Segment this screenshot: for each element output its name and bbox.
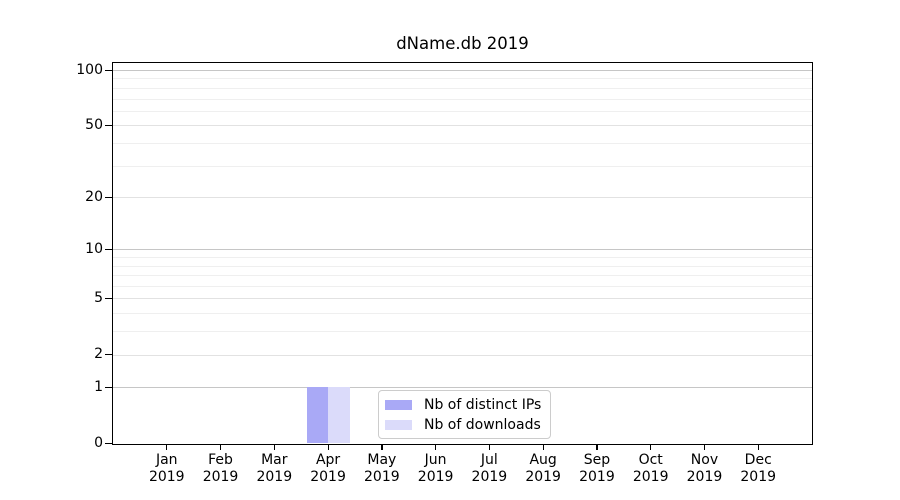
y-gridline-major — [113, 354, 812, 356]
y-tick-label: 0 — [94, 435, 103, 451]
x-tick-label: Aug 2019 — [525, 451, 561, 485]
legend-item-downloads: Nb of downloads — [385, 416, 541, 433]
x-tick-mark — [650, 444, 652, 450]
y-tick-label: 20 — [85, 188, 103, 205]
x-tick-label: Oct 2019 — [632, 451, 669, 485]
y-gridline-minor — [113, 142, 812, 144]
x-tick-mark — [757, 444, 759, 450]
y-tick-mark — [105, 297, 112, 300]
x-tick-mark — [273, 444, 275, 450]
x-tick-label: Apr 2019 — [310, 451, 346, 485]
x-tick-mark — [381, 444, 383, 450]
x-tick-mark — [703, 444, 706, 450]
y-tick-label: 10 — [85, 240, 103, 257]
legend-label-distinct-ips: Nb of distinct IPs — [424, 396, 542, 413]
y-gridline-major — [113, 387, 812, 389]
y-gridline-minor — [113, 275, 812, 277]
y-tick-label: 2 — [94, 346, 103, 363]
x-tick-label: Jan 2019 — [148, 451, 185, 485]
y-tick-label: 100 — [76, 61, 103, 78]
x-tick-label: Feb 2019 — [202, 451, 239, 485]
y-tick-label: 5 — [94, 289, 103, 306]
y-tick-mark — [105, 196, 112, 198]
y-gridline-minor — [113, 313, 812, 315]
y-gridline-minor — [113, 165, 812, 167]
x-tick-label: Sep 2019 — [579, 451, 615, 485]
plot-area — [112, 62, 813, 445]
y-tick-mark — [105, 124, 112, 126]
y-gridline-minor — [113, 257, 812, 259]
y-tick-mark — [105, 354, 112, 356]
y-tick-mark — [105, 69, 112, 71]
legend-swatch-downloads — [385, 419, 412, 430]
x-tick-mark — [488, 444, 491, 450]
y-gridline-major — [113, 249, 812, 251]
y-gridline-minor — [113, 87, 812, 89]
y-gridline-major — [113, 298, 812, 300]
y-gridline-minor — [113, 331, 812, 333]
y-gridline-major — [113, 197, 812, 199]
x-tick-label: Jul 2019 — [471, 451, 508, 485]
legend: Nb of distinct IPs Nb of downloads — [378, 390, 552, 439]
x-tick-label: Dec 2019 — [740, 451, 777, 485]
x-tick-mark — [542, 444, 544, 450]
x-tick-mark — [166, 444, 168, 450]
y-tick-label: 1 — [94, 378, 103, 395]
x-tick-label: Nov 2019 — [686, 451, 723, 485]
y-gridline-minor — [113, 98, 812, 100]
y-tick-mark — [105, 443, 112, 445]
y-tick-label: 50 — [85, 116, 103, 133]
x-tick-label: May 2019 — [364, 451, 400, 485]
y-gridline-minor — [113, 286, 812, 288]
y-gridline-minor — [113, 78, 812, 80]
y-gridline-minor — [113, 110, 812, 112]
legend-item-distinct-ips: Nb of distinct IPs — [385, 396, 541, 413]
x-tick-label: Mar 2019 — [256, 451, 293, 485]
y-tick-mark — [105, 248, 112, 251]
x-tick-mark — [435, 444, 437, 450]
y-gridline-major — [113, 125, 812, 127]
x-tick-mark — [327, 444, 329, 450]
chart-title: dName.db 2019 — [396, 34, 529, 53]
x-tick-label: Jun 2019 — [417, 451, 454, 485]
bar-distinct-ips — [306, 387, 329, 444]
y-gridline-major — [113, 70, 812, 71]
legend-swatch-distinct-ips — [385, 399, 412, 410]
x-tick-mark — [596, 444, 598, 450]
legend-label-downloads: Nb of downloads — [424, 416, 541, 433]
y-gridline-minor — [113, 265, 812, 267]
bar-downloads — [328, 387, 350, 444]
x-tick-mark — [220, 444, 222, 450]
y-tick-mark — [105, 386, 112, 389]
